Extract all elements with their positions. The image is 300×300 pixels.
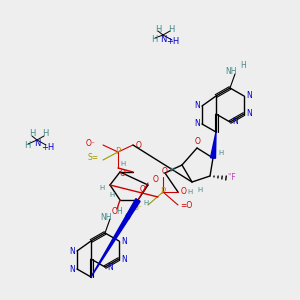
Text: N: N xyxy=(121,236,127,245)
Text: H: H xyxy=(197,187,202,193)
Text: O: O xyxy=(136,140,142,149)
Text: +H: +H xyxy=(41,142,55,152)
Polygon shape xyxy=(91,199,140,277)
Text: O: O xyxy=(120,169,126,178)
Text: H: H xyxy=(99,185,105,191)
Text: P: P xyxy=(116,148,121,157)
Text: P: P xyxy=(160,188,166,196)
Text: H: H xyxy=(151,34,157,43)
Text: N: N xyxy=(69,265,75,274)
Text: N: N xyxy=(160,34,166,43)
Text: N: N xyxy=(34,140,40,148)
Text: H: H xyxy=(169,167,175,173)
Text: O: O xyxy=(140,185,146,194)
Text: N: N xyxy=(107,262,113,272)
Text: O: O xyxy=(112,208,118,217)
Text: N: N xyxy=(69,247,75,256)
Text: NH: NH xyxy=(100,212,112,221)
Text: O: O xyxy=(181,188,187,196)
Text: O: O xyxy=(153,176,159,184)
Text: H: H xyxy=(143,200,148,206)
Text: +H: +H xyxy=(167,38,180,46)
Text: H: H xyxy=(240,61,246,70)
Text: O: O xyxy=(125,214,131,223)
Text: H: H xyxy=(155,25,161,34)
Text: H: H xyxy=(24,142,30,151)
Text: N: N xyxy=(194,119,200,128)
Text: S⁻: S⁻ xyxy=(134,202,142,211)
Text: N: N xyxy=(121,254,127,263)
Text: NH: NH xyxy=(225,68,237,76)
Polygon shape xyxy=(211,132,216,158)
Text: O⁻: O⁻ xyxy=(86,139,96,148)
Text: O: O xyxy=(162,167,168,176)
Text: H: H xyxy=(168,25,174,34)
Text: H: H xyxy=(218,150,224,156)
Text: N: N xyxy=(194,101,200,110)
Text: N: N xyxy=(246,92,252,100)
Text: H: H xyxy=(29,130,35,139)
Text: =O: =O xyxy=(180,200,192,209)
Text: H: H xyxy=(188,189,193,195)
Text: N: N xyxy=(232,118,238,127)
Text: H: H xyxy=(110,192,115,198)
Text: H: H xyxy=(120,161,126,167)
Text: N: N xyxy=(246,110,252,118)
Text: ''F: ''F xyxy=(228,173,236,182)
Text: H: H xyxy=(116,206,122,215)
Text: S=: S= xyxy=(87,152,99,161)
Text: O: O xyxy=(195,136,201,146)
Text: H: H xyxy=(42,130,48,139)
